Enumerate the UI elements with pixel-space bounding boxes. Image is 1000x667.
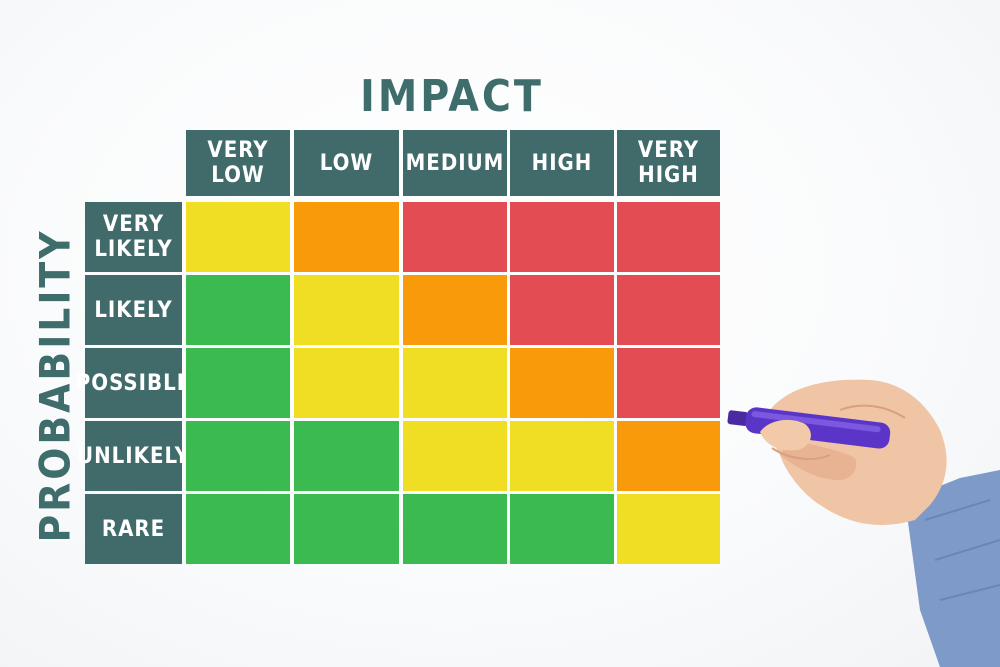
risk-cell-green [186,421,290,491]
risk-cell-yellow [403,348,507,418]
risk-cell-red [403,202,507,272]
risk-cell-green [294,421,399,491]
risk-cell-green [510,494,614,564]
risk-cell-green [186,494,290,564]
risk-cell-green [186,348,290,418]
risk-cell-red [617,348,720,418]
risk-cell-green [186,275,290,345]
risk-cell-orange [294,202,399,272]
column-header-medium: Medium [403,130,507,196]
risk-cell-green [403,494,507,564]
risk-cell-yellow [294,275,399,345]
row-header-possible: Possible [76,348,190,418]
purple-marker [727,407,891,449]
risk-cell-yellow [294,348,399,418]
risk-cell-orange [403,275,507,345]
column-header-very-high: Very High [617,130,720,196]
row-header-unlikely: Unlikely [77,421,189,491]
risk-cell-yellow [403,421,507,491]
column-header-low: Low [294,130,399,196]
risk-cell-orange [510,348,614,418]
risk-cell-yellow [617,494,720,564]
risk-cell-red [617,202,720,272]
row-header-rare: Rare [85,494,182,564]
risk-cell-red [617,275,720,345]
column-header-high: High [510,130,614,196]
row-header-likely: Likely [85,275,182,345]
column-header-very-low: Very Low [186,130,290,196]
risk-cell-red [510,202,614,272]
row-header-very-likely: Very Likely [85,202,182,272]
impact-axis-title: IMPACT [360,70,544,122]
risk-cell-yellow [186,202,290,272]
risk-cell-green [294,494,399,564]
risk-cell-yellow [510,421,614,491]
risk-cell-orange [617,421,720,491]
risk-cell-red [510,275,614,345]
